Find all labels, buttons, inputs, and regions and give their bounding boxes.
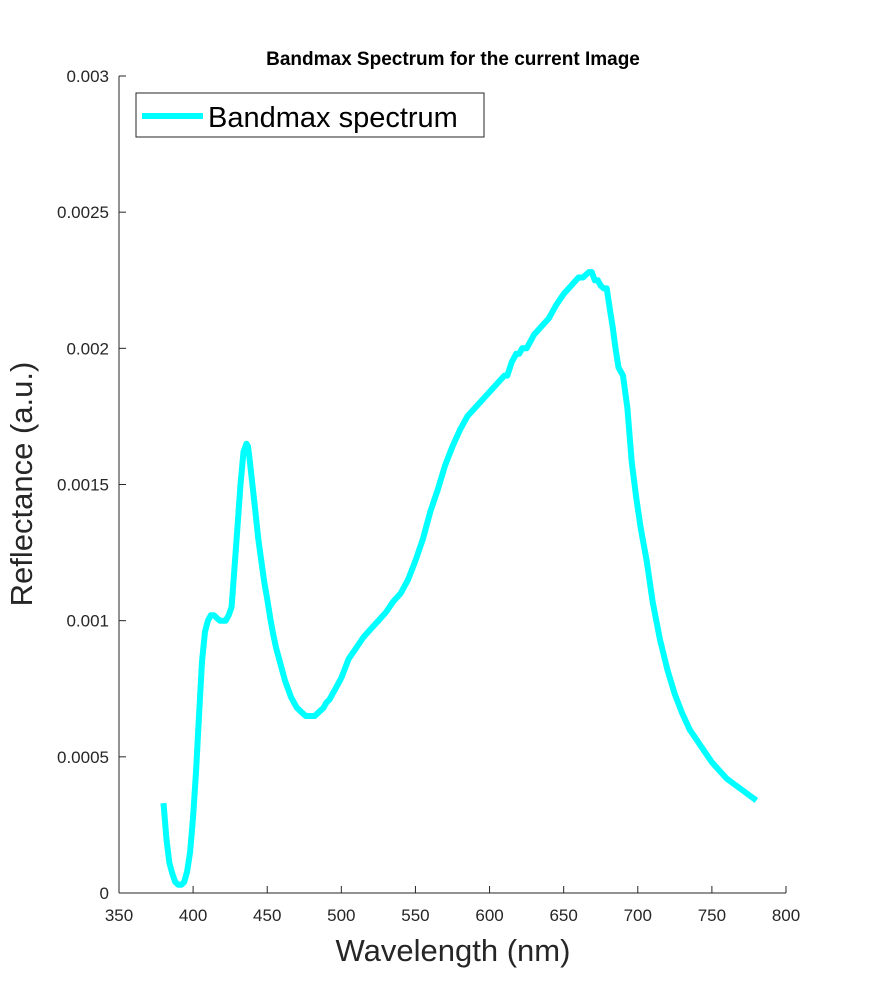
x-tick-label: 550 [401,906,429,925]
legend: Bandmax spectrum [135,92,485,138]
x-tick-label: 800 [772,906,800,925]
y-tick-label: 0.0005 [57,748,109,767]
x-tick-label: 700 [624,906,652,925]
axes: 350 400 450 500 550 600 650 700 750 800 0 0.0005 0.… [57,67,800,925]
plot-area [119,76,786,893]
x-tick-label: 600 [475,906,503,925]
series-layer [160,269,759,888]
x-tick-label: 400 [179,906,207,925]
x-tick-label: 350 [105,906,133,925]
chart-title: Bandmax Spectrum for the current Image [266,49,640,70]
x-tick-label: 500 [327,906,355,925]
series-line-bandmax-spectrum [160,269,759,888]
y-ticks: 0 0.0005 0.001 0.0015 0.002 0.0025 0.003 [57,67,126,903]
y-tick-label: 0.002 [66,339,109,358]
x-tick-label: 450 [253,906,281,925]
y-axis-title: Reflectance (a.u.) [4,362,39,607]
x-axis-title: Wavelength (nm) [336,933,571,968]
y-tick-label: 0.0025 [57,203,109,222]
x-tick-label: 750 [698,906,726,925]
x-tick-label: 650 [549,906,577,925]
y-tick-label: 0.001 [66,612,109,631]
y-tick-label: 0 [100,884,109,903]
legend-label-bandmax-spectrum: Bandmax spectrum [208,102,458,134]
y-tick-label: 0.0015 [57,476,109,495]
x-ticks: 350 400 450 500 550 600 650 700 750 800 [105,886,800,925]
y-tick-label: 0.003 [66,67,109,86]
